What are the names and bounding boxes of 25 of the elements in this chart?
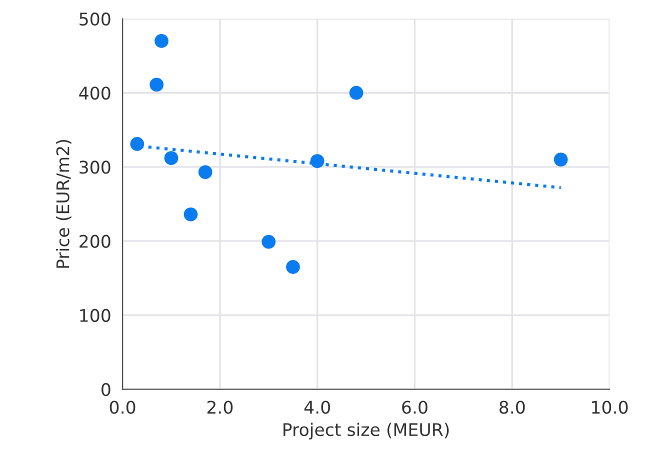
x-axis-title: Project size (MEUR) — [284, 422, 449, 440]
y-axis-title: Price (EUR/m2) — [56, 140, 72, 268]
y-tick-label: 400 — [79, 86, 110, 100]
x-tick-label: 8.0 — [500, 400, 525, 414]
point — [164, 151, 178, 166]
y-tick-label: 100 — [80, 308, 110, 322]
y-tick-label: 300 — [80, 160, 110, 174]
x-tick-label: 0.0 — [110, 400, 136, 414]
x-tick-label: 6.0 — [402, 400, 428, 414]
point — [154, 34, 168, 48]
point — [262, 234, 276, 249]
point — [349, 86, 364, 100]
point — [184, 207, 198, 222]
point — [554, 152, 568, 166]
y-tick-label: 500 — [80, 12, 110, 26]
point — [286, 260, 300, 274]
point — [310, 154, 324, 168]
point — [198, 165, 212, 180]
x-tick-label: 10.0 — [592, 400, 628, 414]
point — [150, 78, 164, 92]
x-tick-label: 2.0 — [207, 400, 233, 414]
y-tick-label: 200 — [80, 234, 110, 248]
x-tick-label: 4.0 — [304, 400, 330, 414]
y-tick-label: 0 — [102, 382, 110, 396]
point — [130, 137, 144, 151]
